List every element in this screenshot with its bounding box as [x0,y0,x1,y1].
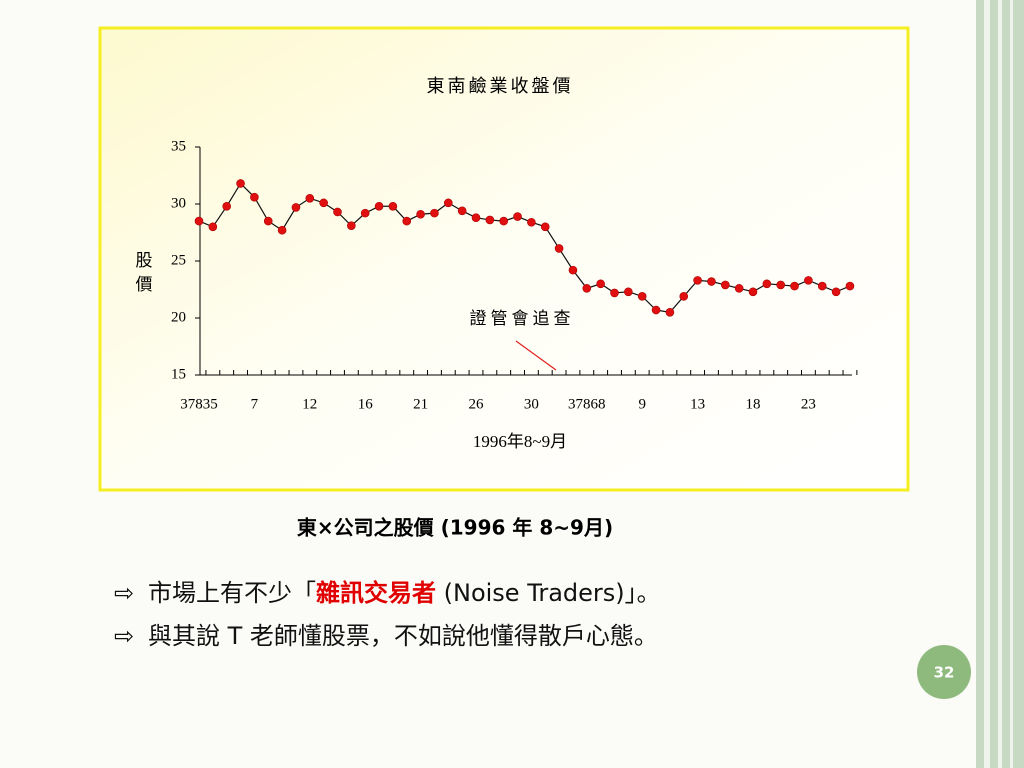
data-point [582,284,592,293]
x-axis-title: 1996年8~9月 [473,432,567,451]
data-point [720,280,730,290]
page-number: 32 [934,664,955,682]
y-tick-label: 30 [171,195,186,211]
data-point [457,206,467,216]
x-tick-label: 16 [358,396,374,412]
bullet-text: 與其說 T 老師懂股票，不如說他懂得散戶心態。 [148,622,658,650]
data-point [319,198,328,208]
x-tick-label: 26 [469,396,485,412]
data-point [430,208,439,218]
data-point [568,265,578,275]
data-point [305,194,315,203]
data-point [513,212,522,221]
data-point [540,222,550,232]
data-point [831,287,841,297]
y-tick-label: 25 [171,252,186,268]
data-point [485,215,495,225]
x-tick-label: 18 [746,396,761,412]
bullet-segment: 與其說 T 老師懂股票，不如說他懂得散戶心態。 [148,622,658,650]
bullet-marker: ⇨ [114,622,134,650]
data-point [291,203,301,212]
data-point [679,292,689,301]
data-point [804,276,813,285]
data-point [333,207,342,217]
data-point [651,305,661,315]
y-axis-title: 股價 [136,251,153,294]
data-point [762,279,772,289]
caption: 東×公司之股價 (1996 年 8~9月) [297,516,613,540]
chart-panel [98,26,910,492]
data-point [347,221,356,230]
data-point [637,292,647,301]
data-point [527,217,536,227]
data-point [360,208,370,218]
data-point [443,198,453,208]
x-tick-label: 12 [302,396,317,412]
data-point [194,216,204,226]
bullet-segment: (Noise Traders)」。 [436,579,661,607]
x-tick-label: 13 [690,396,705,412]
data-point [817,281,827,291]
data-point [707,277,716,286]
y-axis-title-char: 股 [136,251,153,270]
data-point [665,307,675,317]
data-point [277,225,287,235]
data-point [596,279,605,289]
data-point [471,213,481,222]
side-stripe [984,0,990,768]
data-point [499,216,509,226]
data-point [624,287,633,297]
annotation-line [515,340,557,371]
data-point [250,192,259,202]
y-tick-label: 20 [171,309,186,325]
x-tick-label: 7 [251,396,259,412]
data-point [554,244,564,253]
y-tick-label: 35 [171,138,186,154]
data-point [748,287,758,297]
x-tick-label: 9 [638,396,646,412]
bullet-text: 市場上有不少「雜訊交易者 (Noise Traders)」。 [148,579,661,607]
y-tick-label: 15 [171,366,186,382]
side-stripe [1010,0,1013,768]
data-point [402,216,412,226]
page-badge [917,645,971,699]
bullet-segment: 市場上有不少「 [148,579,316,607]
chart-title: 東南鹼業收盤價 [427,76,574,96]
x-tick-label: 37835 [180,396,218,412]
data-point [416,209,425,219]
data-point [734,284,744,293]
data-point [263,216,273,226]
x-tick-label: 23 [801,396,816,412]
annotation: 證管會追查 [470,309,575,328]
data-point [388,201,398,211]
data-point [222,201,231,211]
data-point [693,276,702,285]
data-point [790,281,799,291]
highlight: 雜訊交易者 [316,579,436,607]
bullet-marker: ⇨ [114,579,134,607]
x-tick-label: 37868 [568,396,606,412]
x-tick-label: 30 [524,396,539,412]
y-axis-title-char: 價 [136,275,153,294]
side-stripe [998,0,1002,768]
data-point [208,222,218,232]
data-point [236,179,245,188]
data-point [845,281,855,291]
x-tick-label: 21 [413,396,428,412]
data-point [776,280,786,290]
data-point [610,288,619,298]
data-point [374,201,384,211]
